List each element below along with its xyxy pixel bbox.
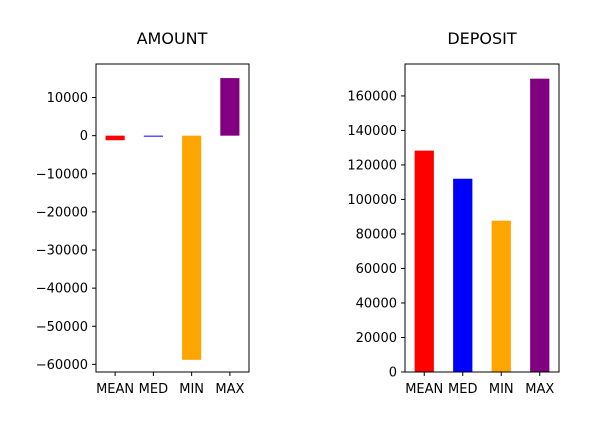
amount-xtick-label: MEAN bbox=[96, 382, 134, 397]
deposit-ytick-label: 0 bbox=[389, 366, 397, 381]
amount-bar-mean bbox=[105, 135, 125, 141]
amount-bar-max bbox=[220, 78, 240, 136]
deposit-ytick-label: 120000 bbox=[347, 158, 397, 173]
amount-chart-title: AMOUNT bbox=[137, 29, 208, 48]
amount-ytick-label: 0 bbox=[80, 129, 88, 144]
deposit-x-axis: MEAN MED MIN MAX bbox=[405, 372, 554, 397]
deposit-xtick-label: MED bbox=[448, 382, 477, 397]
amount-bars bbox=[105, 78, 240, 360]
deposit-ytick-label: 20000 bbox=[356, 331, 397, 346]
amount-plot-frame bbox=[95, 63, 250, 373]
amount-xtick-label: MED bbox=[139, 382, 168, 397]
deposit-ytick-label: 80000 bbox=[356, 227, 397, 242]
amount-x-axis: MEAN MED MIN MAX bbox=[96, 372, 244, 397]
deposit-plot-frame bbox=[404, 63, 560, 373]
deposit-bar-min bbox=[491, 220, 511, 372]
deposit-ytick-label: 100000 bbox=[347, 193, 397, 208]
deposit-chart-title: DEPOSIT bbox=[447, 29, 517, 48]
deposit-bar-max bbox=[530, 78, 550, 373]
amount-ytick-label: −10000 bbox=[36, 167, 88, 182]
amount-ytick-label: −20000 bbox=[36, 205, 88, 220]
deposit-xtick-label: MEAN bbox=[405, 382, 443, 397]
amount-xtick-label: MIN bbox=[179, 382, 204, 397]
deposit-bar-mean bbox=[414, 150, 434, 372]
deposit-bars bbox=[414, 78, 550, 373]
deposit-ytick-label: 40000 bbox=[356, 296, 397, 311]
amount-ytick-label: −50000 bbox=[36, 320, 88, 335]
deposit-ytick-label: 140000 bbox=[347, 124, 397, 139]
amount-ytick-label: −30000 bbox=[36, 244, 88, 259]
deposit-ytick-label: 160000 bbox=[347, 89, 397, 104]
amount-ytick-label: −60000 bbox=[36, 358, 88, 373]
deposit-chart: DEPOSIT 0 20000 40000 60000 80000 100000 12000… bbox=[347, 29, 560, 397]
amount-bar-min bbox=[182, 135, 202, 360]
deposit-ytick-label: 60000 bbox=[356, 262, 397, 277]
deposit-bar-med bbox=[453, 178, 473, 372]
amount-chart: AMOUNT 10000 0 −10000 −20000 −30000 −40000 −50… bbox=[36, 29, 250, 397]
amount-xtick-label: MAX bbox=[215, 382, 244, 397]
amount-bar-med bbox=[143, 135, 163, 137]
amount-ytick-label: 10000 bbox=[47, 91, 88, 106]
deposit-xtick-label: MIN bbox=[489, 382, 514, 397]
amount-y-axis: 10000 0 −10000 −20000 −30000 −40000 −50000 −600… bbox=[36, 91, 96, 373]
deposit-y-axis: 0 20000 40000 60000 80000 100000 120000 140000 1… bbox=[347, 89, 405, 381]
deposit-xtick-label: MAX bbox=[525, 382, 554, 397]
amount-ytick-label: −40000 bbox=[36, 282, 88, 297]
